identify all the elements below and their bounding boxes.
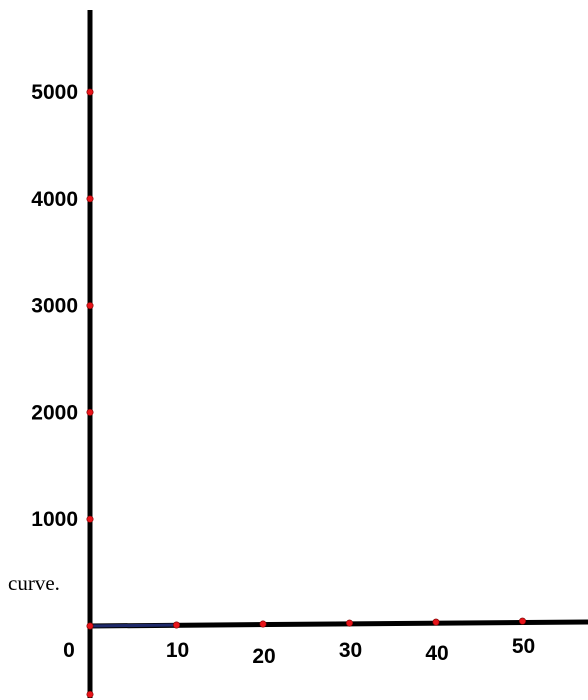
- annotation-text: curve.: [8, 571, 60, 595]
- x-tick-marker-30: [345, 619, 353, 627]
- y-tick-marker-5000: [86, 88, 94, 96]
- y-axis-bottom-marker: [86, 690, 94, 698]
- curve-layer: [89, 623, 177, 628]
- y-tick-label-2000: 2000: [31, 401, 78, 424]
- y-tick-label-1000: 1000: [31, 508, 78, 531]
- y-tick-marker-4000: [86, 195, 94, 203]
- y-tick-marker-1000: [86, 515, 94, 523]
- x-tick-marker-50: [518, 617, 526, 625]
- x-tick-marker-10: [173, 621, 181, 629]
- x-tick-marker-0: [86, 622, 94, 630]
- y-tick-marker-3000: [86, 302, 94, 310]
- y-tick-marker-2000: [86, 408, 94, 416]
- y-tick-label-5000: 5000: [31, 81, 78, 104]
- y-tick-label-4000: 4000: [31, 188, 78, 211]
- x-tick-label-40: 40: [425, 642, 448, 665]
- x-tick-label-50: 50: [512, 635, 535, 658]
- x-tick-marker-40: [432, 618, 440, 626]
- series-line-0: [89, 623, 177, 628]
- tick-markers: [86, 88, 526, 698]
- x-tick-label-30: 30: [339, 639, 362, 662]
- x-tick-label-0: 0: [63, 639, 75, 662]
- y-tick-label-3000: 3000: [31, 295, 78, 318]
- x-tick-label-10: 10: [166, 639, 189, 662]
- x-tick-label-20: 20: [252, 645, 275, 668]
- tick-labels: 0 10 20 30 40 50 1000 2000 3000 4000 5000: [31, 81, 535, 668]
- x-tick-marker-20: [259, 620, 267, 628]
- axes: [87, 10, 588, 698]
